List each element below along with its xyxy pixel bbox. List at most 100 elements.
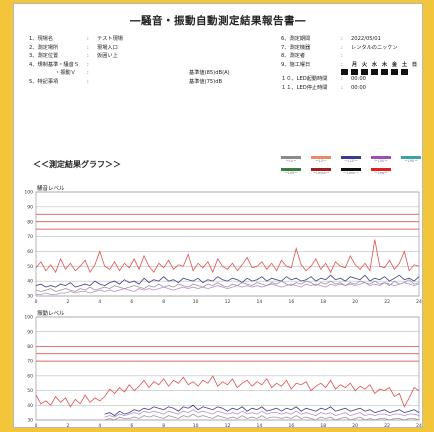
info-value: 00:00	[351, 76, 366, 83]
info-row: 4、規制基準・騒音Ｓ:	[29, 61, 89, 68]
legend-item: ーL5ー	[311, 156, 331, 164]
x-tick-label: 2	[66, 299, 69, 305]
noise-chart-label: 騒音レベル	[37, 186, 65, 192]
x-tick-label: 12	[225, 423, 231, 429]
info-value: 仮囲い上	[97, 53, 118, 60]
weekday: 日	[411, 61, 418, 68]
info-value: レンタルのニッケン	[351, 44, 398, 51]
info-label: 1、現場名	[29, 36, 54, 42]
weekday: 金	[391, 61, 398, 68]
info-row: １０、LED起動時間:00:00	[281, 76, 366, 83]
chart-frame	[35, 316, 420, 421]
x-tick-label: 16	[288, 299, 294, 305]
y-tick-label: 30	[27, 418, 33, 424]
legend-text: ーL90ー	[404, 159, 418, 163]
y-tick-label: 40	[27, 403, 33, 409]
y-tick-label: 50	[27, 264, 33, 270]
info-label: ・振動Ｖ	[29, 70, 76, 77]
x-tick-label: 14	[257, 423, 263, 429]
legend-text: ーL95ー	[284, 171, 298, 175]
weekday: 火	[361, 61, 368, 68]
info-row: ・振動Ｖ:	[29, 70, 89, 77]
checkbox-filled	[391, 69, 398, 76]
legend-text: ーLmaxー	[312, 171, 330, 175]
weekday: 水	[371, 61, 378, 68]
report-title: ―騒音・振動自動測定結果報告書―	[130, 15, 306, 27]
graph-heading: ＜＜測定結果グラフ＞＞	[33, 160, 121, 169]
checkbox-filled	[361, 69, 368, 76]
x-tick-label: 22	[384, 299, 390, 305]
legend-item: ーL50ー	[371, 156, 391, 164]
info-row: 5、特記事項:	[29, 78, 89, 85]
info-label: 3、測定位置	[29, 53, 59, 60]
series-line	[35, 239, 420, 274]
x-tick-label: 24	[416, 423, 422, 429]
info-row: １１、LED停止時間:00:00	[281, 84, 366, 91]
series-line	[35, 375, 420, 408]
legend-item: ーLeqー	[371, 168, 391, 176]
measurement-info: 6、測定期間:2022/05/01 7、測定機器: レンタルのニッケン 8、測定者…	[281, 35, 418, 93]
info-row: 7、測定機器: レンタルのニッケン	[281, 44, 398, 51]
y-tick-label: 90	[27, 204, 33, 210]
legend-row: ーLxー ーL5ー ーL10ー ーL50ー ーL90ー	[281, 156, 431, 164]
checkbox-filled	[381, 69, 388, 76]
legend-swatch	[281, 156, 301, 159]
legend-text: ーL50ー	[374, 159, 388, 163]
legend-item: ーL90ー	[401, 156, 421, 164]
x-tick-label: 6	[130, 423, 133, 429]
info-row: 1、現場名: テスト現場	[29, 36, 123, 42]
y-tick-label: 80	[27, 219, 33, 225]
legend-swatch	[401, 156, 421, 159]
info-label: 2、測定場所	[29, 44, 59, 51]
series-line	[35, 279, 420, 292]
noise-standard: 基準値(85)dB(A)	[189, 70, 230, 76]
legend-item: ーLminー	[341, 168, 361, 176]
y-tick-label: 100	[24, 190, 33, 196]
legend-swatch	[311, 168, 331, 171]
series-line	[104, 404, 420, 417]
y-tick-label: 70	[27, 234, 33, 240]
y-tick-label: 60	[27, 249, 33, 255]
y-tick-label: 90	[27, 329, 33, 335]
x-tick-label: 4	[98, 423, 101, 429]
checkbox-filled	[351, 69, 358, 76]
weekday: 木	[381, 61, 388, 68]
info-value: テスト現場	[97, 36, 123, 42]
legend-text: ーL5ー	[315, 159, 327, 163]
legend-item: ーL10ー	[341, 156, 361, 164]
checkbox-filled	[371, 69, 378, 76]
series-line	[35, 274, 420, 288]
vibration-standard: 基準値(75)dB	[189, 79, 223, 85]
legend-item: ーLmaxー	[311, 168, 331, 176]
legend-swatch	[371, 156, 391, 159]
x-tick-label: 6	[130, 299, 133, 305]
checkbox-filled	[401, 69, 408, 76]
series-line	[104, 409, 420, 418]
info-row: 3、測定位置: 仮囲い上	[29, 53, 118, 60]
legend-swatch	[371, 168, 391, 171]
y-tick-label: 50	[27, 388, 33, 394]
weekday-checkboxes	[341, 69, 408, 76]
x-tick-label: 0	[35, 299, 38, 305]
y-tick-label: 70	[27, 359, 33, 365]
info-row: 2、測定場所: 現場入口	[29, 44, 118, 51]
y-tick-label: 40	[27, 279, 33, 285]
weekday: 土	[401, 61, 408, 68]
weekday-list: 月 火 水 木 金 土 日	[351, 61, 418, 70]
legend-swatch	[341, 156, 361, 159]
x-tick-label: 18	[320, 423, 326, 429]
legend-text: ーLxー	[285, 159, 297, 163]
x-tick-label: 0	[35, 423, 38, 429]
info-label: 4、規制基準・騒音Ｓ	[29, 61, 79, 68]
info-value: 現場入口	[97, 44, 118, 51]
checkbox-filled	[341, 69, 348, 76]
y-tick-label: 80	[27, 344, 33, 350]
report-sheet: ―騒音・振動自動測定結果報告書― 1、現場名: テスト現場 2、測定場所: 現場入口…	[13, 3, 423, 429]
x-tick-label: 10	[193, 299, 199, 305]
info-row: 9、施工曜日: 月 火 水 木 金 土 日	[281, 61, 418, 70]
legend-item: ーLxー	[281, 156, 301, 164]
x-tick-label: 14	[257, 299, 263, 305]
chart-legend: ーLxー ーL5ー ーL10ー ーL50ー ーL90ーーL95ー ーLmaxー ーLminー…	[281, 156, 431, 180]
y-tick-label: 60	[27, 373, 33, 379]
x-tick-label: 12	[225, 299, 231, 305]
